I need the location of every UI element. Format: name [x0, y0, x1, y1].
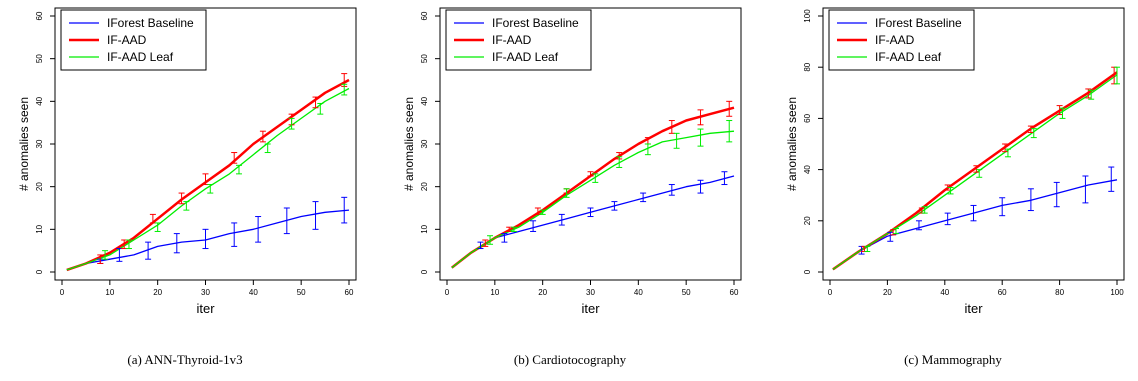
series-line-3 [66, 87, 350, 271]
legend-label: IForest Baseline [492, 16, 579, 30]
legend-label: IF-AAD Leaf [107, 50, 174, 64]
y-tick-label: 20 [420, 182, 429, 191]
y-tick-label: 60 [420, 11, 429, 20]
x-tick-label: 0 [828, 288, 833, 297]
y-axis-label: # anomalies seen [17, 97, 31, 191]
y-tick-label: 80 [803, 62, 812, 71]
x-tick-label: 50 [297, 288, 306, 297]
caption-a: (a) ANN-Thyroid-1v3 [127, 352, 243, 367]
series-line-1 [832, 179, 1118, 270]
x-tick-label: 20 [538, 288, 547, 297]
chart-panel-c: 0 20 40 60 80 100 0 20 40 60 80 100 iter # anomalies … [768, 0, 1138, 381]
series-line-2 [66, 78, 350, 272]
y-tick-label: 20 [35, 182, 44, 191]
chart-c: 0 20 40 60 80 100 0 20 40 60 80 100 iter # anomalies … [785, 7, 1125, 316]
x-tick-label: 50 [682, 288, 691, 297]
plot-frame [822, 7, 1125, 281]
y-tick-label: 60 [35, 11, 44, 20]
x-axis-label: iter [196, 301, 215, 316]
x-axis-label: iter [581, 301, 600, 316]
y-tick-label: 10 [35, 224, 44, 233]
x-tick-label: 60 [998, 288, 1007, 297]
legend-label: IForest Baseline [875, 16, 962, 30]
y-tick-label: 50 [420, 54, 429, 63]
y-tick-label: 60 [803, 113, 812, 122]
legend-label: IF-AAD [492, 33, 532, 47]
series-line-3 [832, 74, 1118, 270]
legend-label: IF-AAD [875, 33, 915, 47]
x-tick-label: 20 [883, 288, 892, 297]
x-tick-label: 10 [105, 288, 114, 297]
legend-label: IForest Baseline [107, 16, 194, 30]
x-tick-label: 100 [1110, 288, 1124, 297]
y-tick-label: 40 [803, 165, 812, 174]
x-tick-label: 40 [634, 288, 643, 297]
x-tick-label: 40 [249, 288, 258, 297]
x-tick-label: 30 [201, 288, 210, 297]
legend-label: IF-AAD Leaf [875, 50, 942, 64]
chart-panel-a: 0 10 20 30 40 50 60 0 10 20 30 40 50 60 iter # anomalie… [0, 0, 370, 381]
y-tick-label: 40 [35, 96, 44, 105]
x-tick-label: 20 [153, 288, 162, 297]
x-tick-label: 30 [586, 288, 595, 297]
x-axis-label: iter [964, 301, 983, 316]
series-line-1 [451, 175, 735, 269]
y-tick-label: 30 [420, 139, 429, 148]
y-tick-label: 50 [35, 54, 44, 63]
y-tick-label: 40 [420, 96, 429, 105]
series-line-2 [451, 106, 735, 269]
x-tick-label: 10 [490, 288, 499, 297]
x-tick-label: 40 [940, 288, 949, 297]
caption-b: (b) Cardiotocography [513, 352, 627, 367]
y-tick-label: 100 [803, 9, 812, 23]
x-tick-label: 80 [1055, 288, 1064, 297]
x-tick-label: 0 [60, 288, 65, 297]
y-tick-label: 0 [803, 269, 812, 274]
legend-label: IF-AAD Leaf [492, 50, 559, 64]
x-tick-label: 0 [445, 288, 450, 297]
x-tick-label: 60 [345, 288, 354, 297]
series-line-3 [451, 130, 735, 269]
y-axis-label: # anomalies seen [402, 97, 416, 191]
y-tick-label: 30 [35, 139, 44, 148]
legend-label: IF-AAD [107, 33, 147, 47]
y-tick-label: 10 [420, 224, 429, 233]
chart-panel-b: 0 10 20 30 40 50 60 0 10 20 30 40 50 60 iter # anomalie… [385, 0, 755, 381]
y-tick-label: 0 [35, 269, 44, 274]
series-line-2 [832, 71, 1118, 271]
y-tick-label: 20 [803, 216, 812, 225]
chart-b: 0 10 20 30 40 50 60 0 10 20 30 40 50 60 iter # anomalie… [402, 7, 742, 316]
series-line-1 [66, 209, 350, 271]
y-axis-label: # anomalies seen [785, 97, 799, 191]
y-tick-label: 0 [420, 269, 429, 274]
x-tick-label: 60 [730, 288, 739, 297]
chart-a: 0 10 20 30 40 50 60 0 10 20 30 40 50 60 iter # anomalie… [17, 7, 357, 316]
caption-c: (c) Mammography [904, 352, 1002, 367]
